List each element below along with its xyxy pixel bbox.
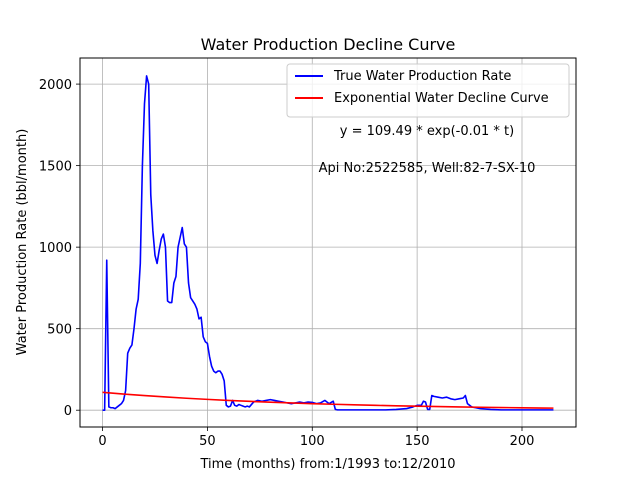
y-tick-label: 2000 — [39, 78, 72, 93]
y-tick-label: 500 — [47, 323, 72, 338]
equation-annotation: y = 109.49 * exp(-0.01 * t) — [340, 124, 514, 139]
x-tick-label: 200 — [510, 434, 535, 449]
legend: True Water Production Rate Exponential W… — [286, 63, 570, 118]
x-tick-label: 50 — [199, 434, 216, 449]
y-tick-label: 0 — [64, 404, 72, 419]
plot-frame — [79, 57, 577, 428]
legend-label-true-rate: True Water Production Rate — [333, 69, 511, 84]
series-line-decline-curve — [102, 391, 554, 409]
series-layer — [102, 75, 554, 412]
chart-title: Water Production Decline Curve — [201, 35, 456, 54]
x-tick-label: 150 — [405, 434, 430, 449]
legend-box — [286, 63, 570, 118]
x-tick-label: 100 — [300, 434, 325, 449]
well-annotation: Api No:2522585, Well:82-7-SX-10 — [319, 161, 536, 176]
y-tick-label: 1500 — [39, 160, 72, 175]
legend-label-decline-curve: Exponential Water Decline Curve — [334, 91, 549, 106]
series-line-true-rate — [102, 75, 554, 412]
x-axis-title: Time (months) from:1/1993 to:12/2010 — [199, 457, 455, 472]
y-tick-label: 1000 — [39, 241, 72, 256]
x-tick-label: 0 — [98, 434, 106, 449]
y-axis-title: Water Production Rate (bbl/month) — [15, 129, 30, 356]
